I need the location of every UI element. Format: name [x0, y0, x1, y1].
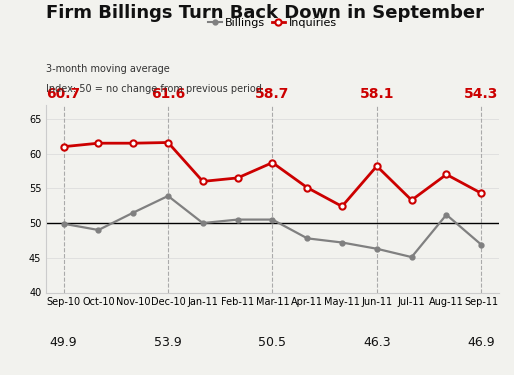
- Text: 54.3: 54.3: [464, 87, 499, 101]
- Billings: [409, 255, 415, 260]
- Billings: [200, 221, 206, 225]
- Inquiries: [200, 179, 206, 184]
- Inquiries: [478, 191, 484, 195]
- Text: 61.6: 61.6: [151, 87, 185, 101]
- Text: Index: 50 = no change from previous period: Index: 50 = no change from previous peri…: [46, 84, 262, 94]
- Text: 50.5: 50.5: [259, 336, 286, 349]
- Billings: [130, 210, 136, 215]
- Billings: [443, 213, 449, 217]
- Inquiries: [61, 144, 67, 149]
- Text: 3-month moving average: 3-month moving average: [46, 64, 170, 74]
- Billings: [269, 217, 276, 222]
- Inquiries: [165, 140, 171, 145]
- Line: Billings: Billings: [61, 194, 484, 260]
- Inquiries: [234, 176, 241, 180]
- Billings: [165, 194, 171, 198]
- Legend: Billings, Inquiries: Billings, Inquiries: [204, 13, 341, 32]
- Billings: [61, 222, 67, 226]
- Inquiries: [96, 141, 102, 146]
- Billings: [96, 228, 102, 232]
- Text: Firm Billings Turn Back Down in September: Firm Billings Turn Back Down in Septembe…: [46, 4, 484, 22]
- Billings: [304, 236, 310, 241]
- Text: 53.9: 53.9: [154, 336, 182, 349]
- Text: 58.1: 58.1: [360, 87, 394, 101]
- Inquiries: [443, 172, 449, 177]
- Inquiries: [130, 141, 136, 146]
- Text: 46.9: 46.9: [467, 336, 495, 349]
- Text: 60.7: 60.7: [47, 87, 81, 101]
- Inquiries: [304, 185, 310, 190]
- Text: 49.9: 49.9: [50, 336, 78, 349]
- Billings: [339, 240, 345, 245]
- Text: 58.7: 58.7: [255, 87, 289, 101]
- Inquiries: [374, 164, 380, 168]
- Line: Inquiries: Inquiries: [61, 140, 484, 210]
- Inquiries: [409, 198, 415, 202]
- Billings: [234, 217, 241, 222]
- Billings: [478, 242, 484, 247]
- Inquiries: [339, 204, 345, 209]
- Inquiries: [269, 160, 276, 165]
- Text: 46.3: 46.3: [363, 336, 391, 349]
- Billings: [374, 246, 380, 251]
